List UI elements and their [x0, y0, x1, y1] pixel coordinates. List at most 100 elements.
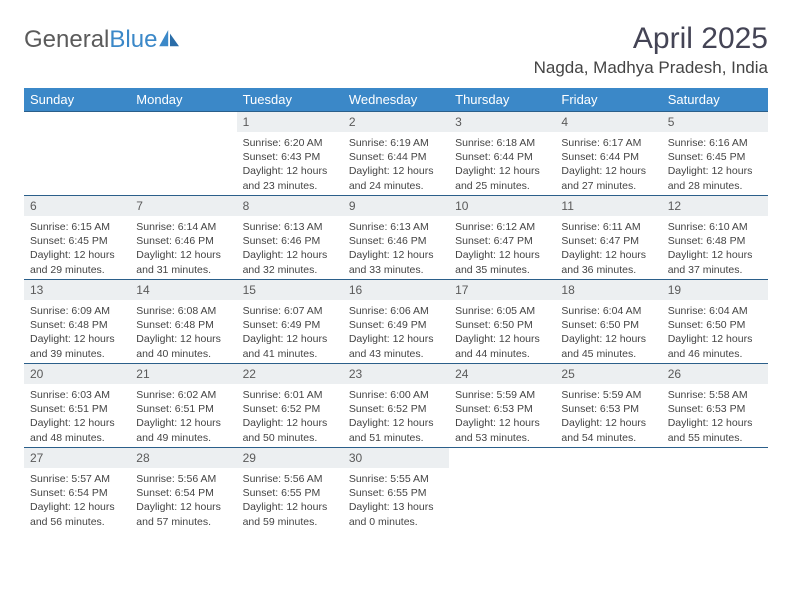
day-details: Sunrise: 6:17 AMSunset: 6:44 PMDaylight:… — [555, 132, 661, 195]
day-details: Sunrise: 6:04 AMSunset: 6:50 PMDaylight:… — [662, 300, 768, 363]
weekday-header: Wednesday — [343, 88, 449, 112]
day-details: Sunrise: 6:13 AMSunset: 6:46 PMDaylight:… — [343, 216, 449, 279]
day-number: 7 — [130, 196, 236, 216]
calendar-day-cell: 24Sunrise: 5:59 AMSunset: 6:53 PMDayligh… — [449, 364, 555, 448]
sunrise-line: Sunrise: 6:10 AM — [668, 220, 762, 234]
weekday-header: Tuesday — [237, 88, 343, 112]
day-number: 15 — [237, 280, 343, 300]
weekday-header: Sunday — [24, 88, 130, 112]
day-details: Sunrise: 6:15 AMSunset: 6:45 PMDaylight:… — [24, 216, 130, 279]
brand-logo: GeneralBlue — [24, 22, 181, 54]
calendar-day-cell: 28Sunrise: 5:56 AMSunset: 6:54 PMDayligh… — [130, 448, 236, 532]
day-details: Sunrise: 5:59 AMSunset: 6:53 PMDaylight:… — [449, 384, 555, 447]
sunset-line: Sunset: 6:55 PM — [349, 486, 443, 500]
sunset-line: Sunset: 6:54 PM — [136, 486, 230, 500]
sunset-line: Sunset: 6:44 PM — [561, 150, 655, 164]
calendar-body: ....1Sunrise: 6:20 AMSunset: 6:43 PMDayl… — [24, 112, 768, 532]
sunrise-line: Sunrise: 6:15 AM — [30, 220, 124, 234]
daylight-line: Daylight: 12 hours and 50 minutes. — [243, 416, 337, 444]
calendar-day-cell: .. — [130, 112, 236, 196]
daylight-line: Daylight: 12 hours and 59 minutes. — [243, 500, 337, 528]
day-details: Sunrise: 6:12 AMSunset: 6:47 PMDaylight:… — [449, 216, 555, 279]
weekday-header: Saturday — [662, 88, 768, 112]
calendar-day-cell: 14Sunrise: 6:08 AMSunset: 6:48 PMDayligh… — [130, 280, 236, 364]
day-number: 24 — [449, 364, 555, 384]
day-number: 3 — [449, 112, 555, 132]
month-title: April 2025 — [534, 22, 768, 56]
brand-text-1: General — [24, 26, 109, 54]
day-details: Sunrise: 6:01 AMSunset: 6:52 PMDaylight:… — [237, 384, 343, 447]
day-details: Sunrise: 6:13 AMSunset: 6:46 PMDaylight:… — [237, 216, 343, 279]
calendar-day-cell: .. — [24, 112, 130, 196]
sunset-line: Sunset: 6:49 PM — [349, 318, 443, 332]
daylight-line: Daylight: 12 hours and 33 minutes. — [349, 248, 443, 276]
calendar-day-cell: 21Sunrise: 6:02 AMSunset: 6:51 PMDayligh… — [130, 364, 236, 448]
calendar-page: GeneralBlue April 2025 Nagda, Madhya Pra… — [0, 0, 792, 532]
daylight-line: Daylight: 12 hours and 55 minutes. — [668, 416, 762, 444]
day-details: Sunrise: 6:10 AMSunset: 6:48 PMDaylight:… — [662, 216, 768, 279]
calendar-day-cell: 8Sunrise: 6:13 AMSunset: 6:46 PMDaylight… — [237, 196, 343, 280]
calendar-day-cell: 19Sunrise: 6:04 AMSunset: 6:50 PMDayligh… — [662, 280, 768, 364]
daylight-line: Daylight: 13 hours and 0 minutes. — [349, 500, 443, 528]
sunrise-line: Sunrise: 6:11 AM — [561, 220, 655, 234]
daylight-line: Daylight: 12 hours and 41 minutes. — [243, 332, 337, 360]
sunrise-line: Sunrise: 6:16 AM — [668, 136, 762, 150]
day-number: 30 — [343, 448, 449, 468]
sunset-line: Sunset: 6:51 PM — [136, 402, 230, 416]
day-details: Sunrise: 6:18 AMSunset: 6:44 PMDaylight:… — [449, 132, 555, 195]
calendar-day-cell: 2Sunrise: 6:19 AMSunset: 6:44 PMDaylight… — [343, 112, 449, 196]
day-number: 21 — [130, 364, 236, 384]
sunrise-line: Sunrise: 6:13 AM — [243, 220, 337, 234]
sunset-line: Sunset: 6:50 PM — [455, 318, 549, 332]
sunset-line: Sunset: 6:44 PM — [349, 150, 443, 164]
daylight-line: Daylight: 12 hours and 40 minutes. — [136, 332, 230, 360]
location-text: Nagda, Madhya Pradesh, India — [534, 58, 768, 78]
calendar-day-cell: .. — [449, 448, 555, 532]
header: GeneralBlue April 2025 Nagda, Madhya Pra… — [24, 22, 768, 78]
calendar-day-cell: 15Sunrise: 6:07 AMSunset: 6:49 PMDayligh… — [237, 280, 343, 364]
calendar-day-cell: 29Sunrise: 5:56 AMSunset: 6:55 PMDayligh… — [237, 448, 343, 532]
calendar-day-cell: 13Sunrise: 6:09 AMSunset: 6:48 PMDayligh… — [24, 280, 130, 364]
daylight-line: Daylight: 12 hours and 54 minutes. — [561, 416, 655, 444]
sunrise-line: Sunrise: 5:55 AM — [349, 472, 443, 486]
day-number: 2 — [343, 112, 449, 132]
sunrise-line: Sunrise: 6:01 AM — [243, 388, 337, 402]
weekday-header: Friday — [555, 88, 661, 112]
day-details: Sunrise: 6:00 AMSunset: 6:52 PMDaylight:… — [343, 384, 449, 447]
calendar-day-cell: 26Sunrise: 5:58 AMSunset: 6:53 PMDayligh… — [662, 364, 768, 448]
sunrise-line: Sunrise: 6:19 AM — [349, 136, 443, 150]
day-number: 12 — [662, 196, 768, 216]
daylight-line: Daylight: 12 hours and 51 minutes. — [349, 416, 443, 444]
sunrise-line: Sunrise: 6:07 AM — [243, 304, 337, 318]
sunset-line: Sunset: 6:45 PM — [30, 234, 124, 248]
sunrise-line: Sunrise: 6:00 AM — [349, 388, 443, 402]
sunset-line: Sunset: 6:46 PM — [136, 234, 230, 248]
title-block: April 2025 Nagda, Madhya Pradesh, India — [534, 22, 768, 78]
sunrise-line: Sunrise: 6:04 AM — [561, 304, 655, 318]
day-number: 13 — [24, 280, 130, 300]
daylight-line: Daylight: 12 hours and 36 minutes. — [561, 248, 655, 276]
day-number: 5 — [662, 112, 768, 132]
sunset-line: Sunset: 6:47 PM — [561, 234, 655, 248]
sunrise-line: Sunrise: 5:56 AM — [243, 472, 337, 486]
sail-icon — [159, 30, 181, 48]
day-details: Sunrise: 6:20 AMSunset: 6:43 PMDaylight:… — [237, 132, 343, 195]
day-details: Sunrise: 6:06 AMSunset: 6:49 PMDaylight:… — [343, 300, 449, 363]
sunset-line: Sunset: 6:50 PM — [561, 318, 655, 332]
calendar-week-row: ....1Sunrise: 6:20 AMSunset: 6:43 PMDayl… — [24, 112, 768, 196]
sunset-line: Sunset: 6:52 PM — [243, 402, 337, 416]
daylight-line: Daylight: 12 hours and 35 minutes. — [455, 248, 549, 276]
brand-text-2: Blue — [109, 26, 157, 54]
calendar-week-row: 6Sunrise: 6:15 AMSunset: 6:45 PMDaylight… — [24, 196, 768, 280]
daylight-line: Daylight: 12 hours and 57 minutes. — [136, 500, 230, 528]
day-number: 18 — [555, 280, 661, 300]
weekday-header: Thursday — [449, 88, 555, 112]
calendar-day-cell: 10Sunrise: 6:12 AMSunset: 6:47 PMDayligh… — [449, 196, 555, 280]
calendar-day-cell: 1Sunrise: 6:20 AMSunset: 6:43 PMDaylight… — [237, 112, 343, 196]
sunset-line: Sunset: 6:43 PM — [243, 150, 337, 164]
daylight-line: Daylight: 12 hours and 29 minutes. — [30, 248, 124, 276]
daylight-line: Daylight: 12 hours and 46 minutes. — [668, 332, 762, 360]
day-details: Sunrise: 6:02 AMSunset: 6:51 PMDaylight:… — [130, 384, 236, 447]
sunrise-line: Sunrise: 6:04 AM — [668, 304, 762, 318]
day-details: Sunrise: 6:05 AMSunset: 6:50 PMDaylight:… — [449, 300, 555, 363]
